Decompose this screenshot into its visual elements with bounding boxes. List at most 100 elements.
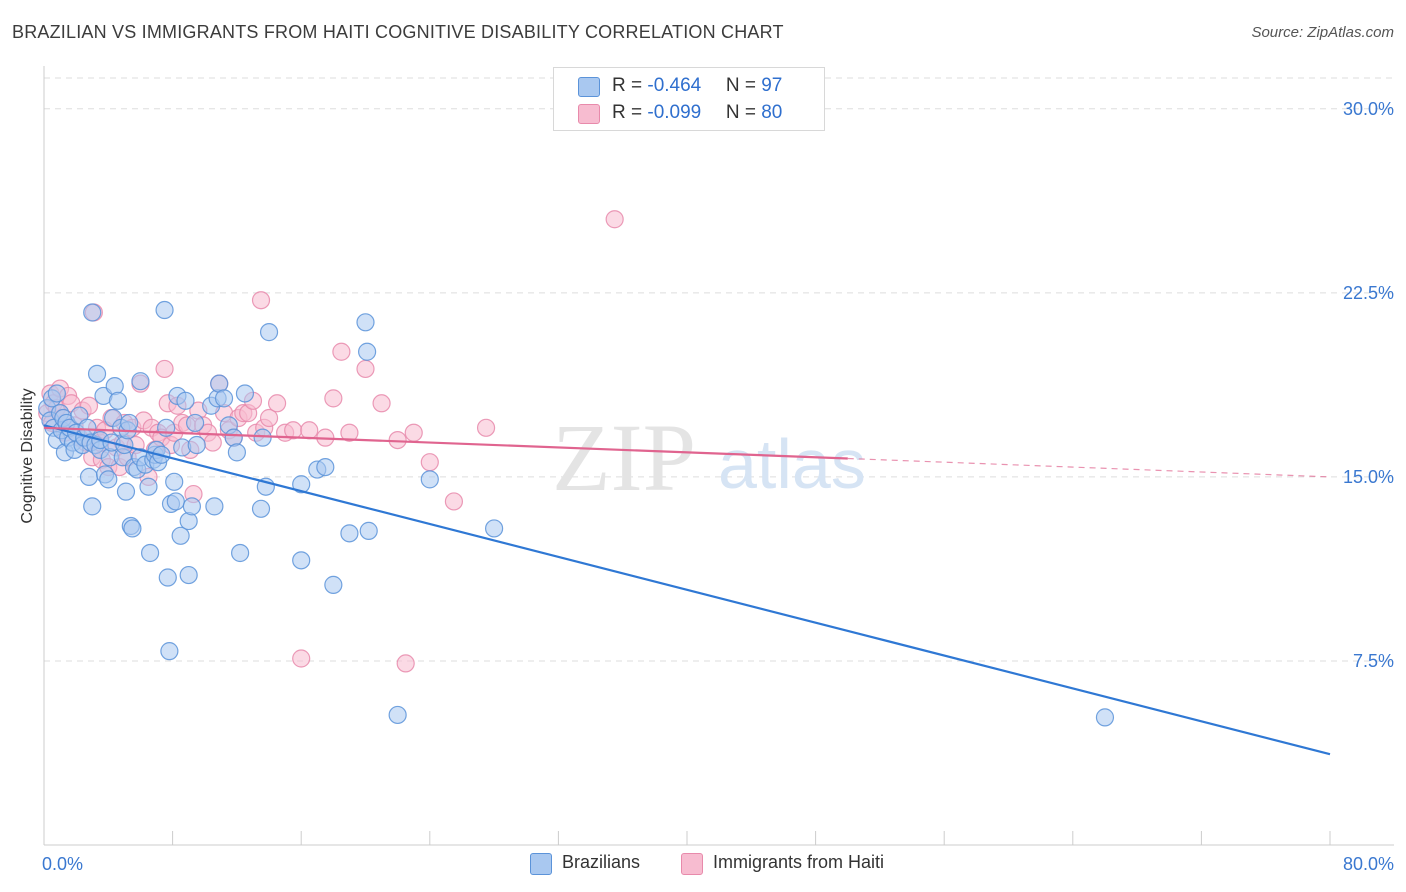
- trend-layer: [43, 424, 1331, 756]
- brazilians-point: [108, 391, 128, 410]
- brazilians-point: [292, 551, 311, 570]
- legend-swatch-pink: [578, 104, 600, 124]
- brazilians-point: [160, 642, 179, 661]
- haiti-point: [396, 654, 415, 673]
- brazilians-point: [78, 418, 97, 437]
- brazilians-point: [123, 519, 142, 538]
- haiti-point: [324, 389, 343, 408]
- legend-swatch-blue: [530, 853, 552, 875]
- brazilians-point: [259, 323, 279, 342]
- brazilians-point: [83, 303, 102, 322]
- legend-r-value: -0.464: [647, 75, 702, 96]
- brazilians-point: [79, 467, 99, 487]
- grid-layer: [44, 77, 1394, 662]
- brazilians-point: [324, 575, 343, 594]
- haiti-point: [259, 408, 279, 428]
- haiti-point: [267, 394, 287, 413]
- brazilians-point: [253, 428, 272, 447]
- points-layer: [38, 210, 1115, 727]
- brazilians-point: [205, 497, 224, 516]
- brazilians-point: [87, 364, 107, 383]
- brazilians-trend-line: [43, 424, 1331, 756]
- brazilians-point: [155, 300, 174, 320]
- brazilians-point: [47, 384, 66, 403]
- correlation-legend: R = -0.464 N = 97 R = -0.099 N = 80: [553, 67, 825, 131]
- brazilians-point: [251, 499, 271, 518]
- brazilians-point: [231, 543, 250, 563]
- legend-n-label: N =: [725, 75, 762, 96]
- legend-swatch-blue: [578, 77, 600, 97]
- watermark-atlas: atlas: [718, 425, 866, 503]
- haiti-point: [404, 423, 423, 442]
- y-tick-label: 30.0%: [1343, 99, 1394, 119]
- watermark-zip: ZIP: [552, 404, 696, 511]
- brazilians-point: [224, 428, 243, 447]
- brazilians-point: [158, 568, 177, 587]
- y-tick-label: 15.0%: [1343, 467, 1394, 487]
- legend-r-value: -0.099: [647, 102, 702, 123]
- brazilians-point: [116, 482, 136, 501]
- haiti-point: [292, 649, 311, 668]
- legend-label: Immigrants from Haiti: [713, 852, 885, 872]
- y-tick-label: 22.5%: [1343, 283, 1394, 303]
- brazilians-point: [140, 543, 160, 563]
- legend-swatch-pink: [681, 853, 703, 875]
- brazilians-point: [187, 435, 206, 455]
- brazilians-point: [214, 389, 234, 408]
- haiti-point: [605, 210, 624, 229]
- tick-labels: 0.0% 80.0% 7.5% 15.0% 22.5% 30.0%: [42, 99, 1394, 874]
- brazilians-point: [356, 313, 375, 332]
- brazilians-point: [227, 443, 246, 462]
- brazilians-point: [186, 413, 205, 433]
- brazilians-point: [120, 413, 139, 433]
- watermark: ZIP atlas: [552, 404, 866, 511]
- x-tick-label-min: 0.0%: [42, 854, 83, 874]
- brazilians-point: [176, 391, 195, 410]
- brazilians-point: [358, 342, 377, 361]
- chart-title: BRAZILIAN VS IMMIGRANTS FROM HAITI COGNI…: [12, 22, 784, 42]
- brazilians-point: [165, 472, 184, 491]
- haiti-point: [356, 359, 375, 379]
- brazilians-point: [359, 521, 378, 540]
- brazilians-point: [388, 705, 407, 725]
- axis-layer: [43, 66, 1394, 846]
- legend-n-value: 97: [761, 75, 783, 96]
- haiti-point: [203, 433, 222, 452]
- x-tick-label-max: 80.0%: [1343, 854, 1394, 874]
- brazilians-point: [166, 492, 185, 511]
- brazilians-point: [179, 511, 198, 531]
- legend-r-label: R =: [612, 102, 648, 123]
- legend-r-label: R =: [612, 75, 648, 96]
- haiti-trend-line: [43, 426, 848, 460]
- brazilians-point: [179, 565, 198, 585]
- y-tick-label: 7.5%: [1353, 651, 1394, 671]
- brazilians-point: [139, 477, 158, 496]
- brazilians-point: [99, 470, 118, 489]
- haiti-point: [300, 421, 319, 440]
- brazilians-point: [485, 519, 504, 538]
- brazilians-point: [171, 526, 190, 545]
- haiti-point: [155, 359, 174, 379]
- brazilians-point: [83, 497, 102, 516]
- haiti-point: [476, 418, 496, 437]
- haiti-point: [332, 342, 351, 361]
- legend-n-value: 80: [761, 102, 783, 123]
- brazilians-point: [105, 377, 124, 396]
- haiti-point: [420, 453, 439, 472]
- brazilians-point: [316, 457, 335, 477]
- brazilians-point: [420, 470, 439, 489]
- brazilians-point: [1095, 708, 1115, 727]
- brazilians-point: [340, 524, 359, 543]
- haiti-point: [340, 423, 359, 442]
- haiti-point: [251, 291, 271, 310]
- brazilians-point: [235, 384, 255, 403]
- haiti-trend-line-extension: [847, 457, 1331, 478]
- legend-n-label: N =: [725, 102, 762, 123]
- brazilians-point: [292, 475, 311, 494]
- source-label: Source: ZipAtlas.com: [1251, 24, 1394, 41]
- haiti-point: [372, 394, 391, 413]
- legend-label: Brazilians: [562, 852, 641, 872]
- brazilians-point: [182, 497, 201, 516]
- brazilians-point: [131, 372, 150, 391]
